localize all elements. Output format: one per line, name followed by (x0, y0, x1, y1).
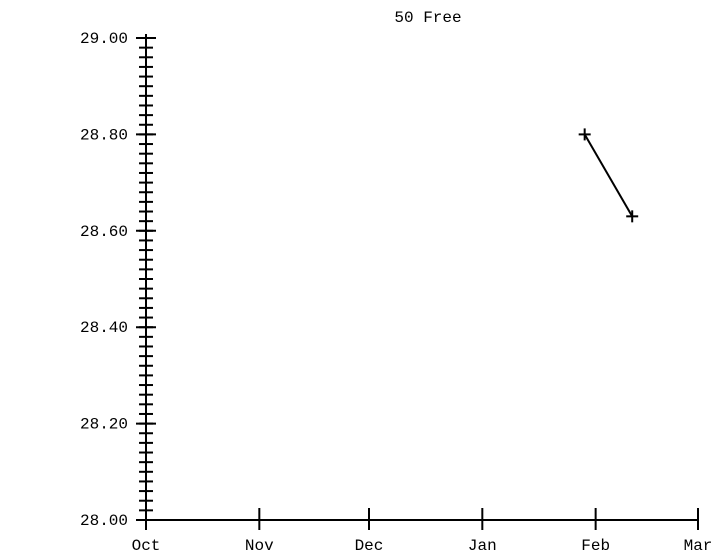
plot-area (578, 128, 639, 223)
x-tick-label: Dec (355, 537, 384, 555)
chart-title: 50 Free (394, 9, 461, 27)
data-point (626, 210, 639, 223)
y-tick-label: 28.20 (80, 416, 128, 434)
x-axis: Oct Nov Dec Jan Feb Mar (132, 508, 713, 555)
y-tick-label: 28.80 (80, 126, 128, 144)
x-tick-label: Nov (245, 537, 274, 555)
x-tick-label: Jan (468, 537, 497, 555)
y-tick-label: 28.40 (80, 319, 128, 337)
x-tick-label: Mar (684, 537, 713, 555)
y-tick-label: 28.60 (80, 223, 128, 241)
y-tick-label: 29.00 (80, 30, 128, 48)
x-tick-label: Feb (581, 537, 610, 555)
y-tick-label: 28.00 (80, 512, 128, 530)
data-point (578, 128, 591, 141)
y-axis: 28.00 28.20 28.40 28.60 28.80 29.00 (80, 30, 156, 530)
x-tick-label: Oct (132, 537, 161, 555)
series-line (583, 133, 634, 217)
